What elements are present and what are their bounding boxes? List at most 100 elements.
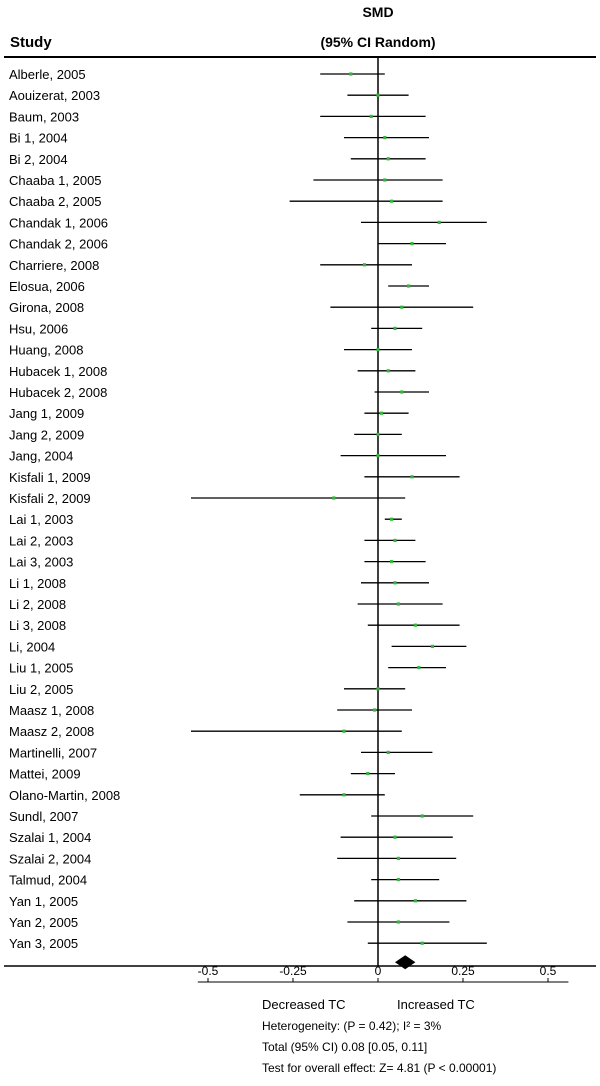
study-label: Hubacek 2, 2008 xyxy=(9,385,107,400)
effect-point xyxy=(410,242,414,246)
pooled-diamond xyxy=(395,955,416,970)
study-rows: Alberle, 2005 Aouizerat, 2003 Baum, 2003 Bi… xyxy=(9,57,487,970)
study-row: Elosua, 2006 xyxy=(9,279,429,294)
study-row: Jang 1, 2009 xyxy=(9,406,409,421)
effect-point xyxy=(393,538,397,542)
effect-point xyxy=(393,835,397,839)
study-row: Lai 1, 2003 xyxy=(9,512,402,527)
effect-point xyxy=(396,920,400,924)
study-label: Lai 2, 2003 xyxy=(9,533,73,548)
study-row: Lai 2, 2003 xyxy=(9,533,416,548)
study-row: Alberle, 2005 xyxy=(9,67,385,82)
effect-point xyxy=(396,602,400,606)
effect-point xyxy=(400,390,404,394)
effect-point xyxy=(379,411,383,415)
effect-point xyxy=(393,581,397,585)
study-row: Li, 2004 xyxy=(9,639,467,654)
study-label: Chaaba 1, 2005 xyxy=(9,173,102,188)
study-row: Liu 1, 2005 xyxy=(9,661,446,676)
study-row: Talmud, 2004 xyxy=(9,873,440,888)
study-row: Mattei, 2009 xyxy=(9,767,395,782)
study-label: Martinelli, 2007 xyxy=(9,745,97,760)
study-label: Huang, 2008 xyxy=(9,343,83,358)
study-row: Liu 2, 2005 xyxy=(9,682,406,697)
study-row: Yan 3, 2005 xyxy=(9,936,487,951)
study-row: Hubacek 2, 2008 xyxy=(9,385,429,400)
effect-point xyxy=(376,348,380,352)
study-label: Jang 2, 2009 xyxy=(9,427,84,442)
study-row: Li 3, 2008 xyxy=(9,618,460,633)
study-row: Aouizerat, 2003 xyxy=(9,88,409,103)
study-row: Chaaba 2, 2005 xyxy=(9,194,443,209)
study-row: Sundl, 2007 xyxy=(9,809,474,824)
study-label: Hsu, 2006 xyxy=(9,321,68,336)
study-label: Bi 1, 2004 xyxy=(9,131,68,146)
effect-point xyxy=(332,496,336,500)
effect-point xyxy=(366,772,370,776)
effect-point xyxy=(396,878,400,882)
study-row: Li 2, 2008 xyxy=(9,597,443,612)
effect-point xyxy=(430,644,434,648)
effect-point xyxy=(390,199,394,203)
effect-point xyxy=(349,72,353,76)
study-row: Li 1, 2008 xyxy=(9,576,429,591)
study-label: Maasz 1, 2008 xyxy=(9,703,94,718)
study-label: Li 2, 2008 xyxy=(9,597,66,612)
effect-point xyxy=(390,517,394,521)
study-label: Alberle, 2005 xyxy=(9,67,86,82)
overall-effect-text: Test for overall effect: Z= 4.81 (P < 0.… xyxy=(262,1061,496,1075)
study-label: Lai 1, 2003 xyxy=(9,512,73,527)
study-label: Kisfali 2, 2009 xyxy=(9,491,91,506)
study-label: Mattei, 2009 xyxy=(9,767,81,782)
effect-point xyxy=(383,136,387,140)
study-label: Maasz 2, 2008 xyxy=(9,724,94,739)
study-row: Yan 1, 2005 xyxy=(9,894,467,909)
study-row: Yan 2, 2005 xyxy=(9,915,450,930)
study-row: Girona, 2008 xyxy=(9,300,474,315)
effect-point xyxy=(437,220,441,224)
direction-right-label: Increased TC xyxy=(397,997,475,1012)
study-label: Hubacek 1, 2008 xyxy=(9,364,107,379)
effect-point xyxy=(407,284,411,288)
study-row: Bi 1, 2004 xyxy=(9,131,429,146)
study-label: Olano-Martin, 2008 xyxy=(9,788,120,803)
study-label: Chaaba 2, 2005 xyxy=(9,194,102,209)
study-label: Szalai 1, 2004 xyxy=(9,830,91,845)
effect-point xyxy=(410,475,414,479)
study-row: Bi 2, 2004 xyxy=(9,152,426,167)
study-label: Talmud, 2004 xyxy=(9,873,87,888)
study-row: Lai 3, 2003 xyxy=(9,555,426,570)
study-label: Bi 2, 2004 xyxy=(9,152,68,167)
study-label: Girona, 2008 xyxy=(9,300,84,315)
study-label: Li 3, 2008 xyxy=(9,618,66,633)
study-label: Lai 3, 2003 xyxy=(9,555,73,570)
effect-point xyxy=(376,454,380,458)
total-text: Total (95% CI) 0.08 [0.05, 0.11] xyxy=(262,1040,427,1054)
study-row: Maasz 1, 2008 xyxy=(9,703,412,718)
study-row: Kisfali 2, 2009 xyxy=(9,491,406,506)
study-row: Jang 2, 2009 xyxy=(9,427,402,442)
effect-point xyxy=(413,899,417,903)
effect-point xyxy=(373,708,377,712)
tick-label: -0.5 xyxy=(198,964,219,978)
study-label: Kisfali 1, 2009 xyxy=(9,470,91,485)
effect-point xyxy=(396,856,400,860)
study-row: Hubacek 1, 2008 xyxy=(9,364,416,379)
direction-left-label: Decreased TC xyxy=(262,997,346,1012)
study-label: Yan 3, 2005 xyxy=(9,936,78,951)
study-label: Yan 1, 2005 xyxy=(9,894,78,909)
effect-point xyxy=(376,687,380,691)
study-row: Hsu, 2006 xyxy=(9,321,423,336)
study-row: Szalai 2, 2004 xyxy=(9,851,457,866)
study-label: Li 1, 2008 xyxy=(9,576,66,591)
effect-point xyxy=(386,750,390,754)
study-label: Liu 2, 2005 xyxy=(9,682,73,697)
effect-point xyxy=(383,178,387,182)
study-row: Martinelli, 2007 xyxy=(9,745,433,760)
effect-point xyxy=(342,729,346,733)
study-label: Szalai 2, 2004 xyxy=(9,851,91,866)
effect-point xyxy=(342,793,346,797)
study-label: Li, 2004 xyxy=(9,639,55,654)
effect-point xyxy=(369,114,373,118)
